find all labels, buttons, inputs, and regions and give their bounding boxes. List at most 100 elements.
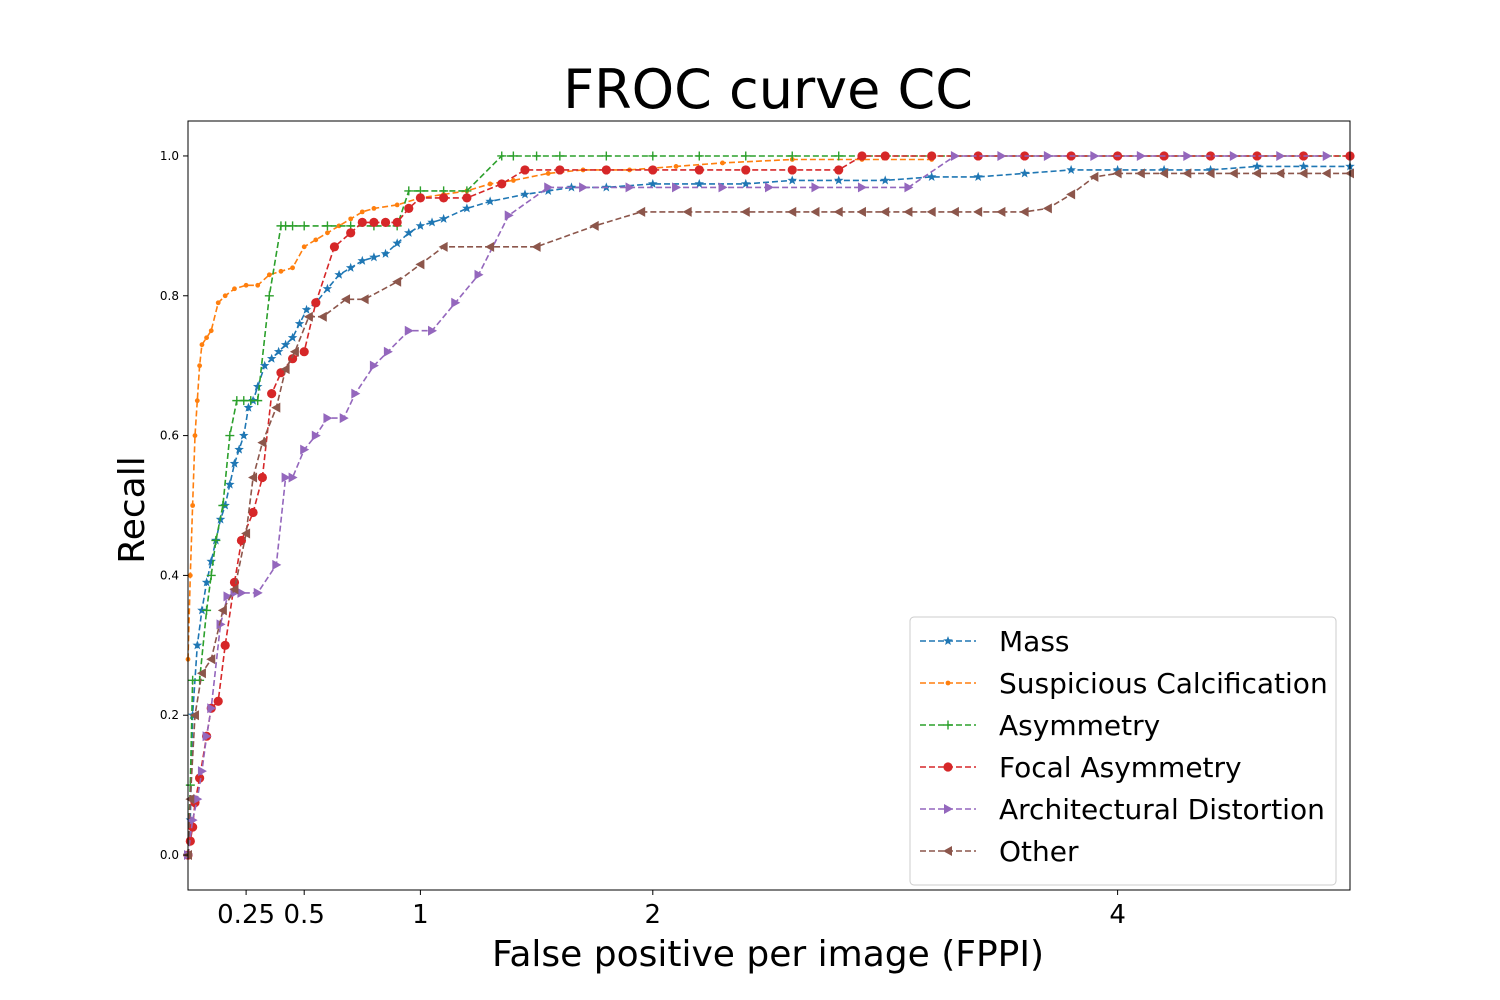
data-point-asymmetry [322, 221, 332, 231]
data-point-architectural-distortion [193, 794, 203, 805]
data-point-architectural-distortion [1136, 150, 1146, 161]
data-point-architectural-distortion [474, 269, 484, 280]
data-point-asymmetry [299, 221, 309, 231]
chart-title: FROC curve CC [563, 58, 973, 121]
data-point-architectural-distortion [351, 388, 361, 399]
data-point-focal-asymmetry [927, 151, 937, 161]
series-focal-asymmetry [183, 151, 1355, 860]
data-point-mass [880, 175, 890, 185]
data-point-other [485, 241, 495, 252]
data-point-architectural-distortion [197, 766, 207, 777]
data-point-focal-asymmetry [311, 298, 321, 308]
legend-entry-asymmetry: Asymmetry [920, 709, 1160, 742]
data-point-other [1112, 168, 1122, 179]
data-point-mass [380, 248, 391, 258]
data-point-focal-asymmetry [369, 217, 379, 227]
data-point-architectural-distortion [369, 360, 379, 371]
data-point-suspicious-calcification [222, 293, 228, 299]
data-point-mass [438, 213, 449, 223]
data-point-architectural-distortion [404, 325, 414, 336]
data-point-mass [415, 220, 426, 230]
data-point-mass [427, 217, 437, 227]
data-point-architectural-distortion [207, 703, 217, 714]
legend-marker [943, 846, 952, 856]
x-axis-label: False positive per image (FPPI) [492, 934, 1044, 975]
data-point-asymmetry [218, 501, 228, 510]
data-point-asymmetry [497, 151, 507, 161]
data-point-mass [294, 318, 305, 328]
legend-marker [943, 636, 953, 645]
data-point-focal-asymmetry [694, 165, 704, 175]
series-suspicious-calcification [185, 157, 935, 662]
data-point-mass [369, 252, 379, 262]
data-point-mass [229, 458, 240, 468]
y-tick-label: 0.0 [160, 848, 179, 862]
data-point-architectural-distortion [288, 472, 298, 483]
data-point-other [289, 346, 299, 357]
data-point-suspicious-calcification [371, 205, 377, 211]
legend-marker [944, 804, 953, 814]
data-point-architectural-distortion [950, 150, 960, 161]
data-point-other [1205, 168, 1215, 179]
data-point-suspicious-calcification [325, 230, 330, 236]
data-point-focal-asymmetry [1205, 151, 1216, 161]
data-point-mass [322, 283, 333, 293]
data-point-focal-asymmetry [741, 165, 751, 175]
data-point-focal-asymmetry [601, 165, 611, 175]
data-point-mass [543, 185, 553, 195]
data-point-other [1228, 168, 1238, 179]
data-point-other [241, 528, 251, 539]
series-mass [183, 161, 1355, 860]
x-axis-ticks: 0.25 0.5 1 2 4 [217, 890, 1126, 930]
data-point-asymmetry [555, 151, 565, 161]
data-point-asymmetry [288, 221, 298, 231]
data-point-other [903, 206, 913, 217]
data-point-architectural-distortion [428, 325, 438, 336]
data-point-focal-asymmetry [220, 640, 230, 650]
x-tick-label: 1 [412, 900, 429, 930]
legend-marker [943, 720, 953, 730]
data-point-other [257, 437, 267, 448]
data-point-mass [973, 171, 983, 181]
data-point-architectural-distortion [202, 731, 212, 742]
data-point-focal-asymmetry [439, 193, 449, 203]
data-point-other [810, 206, 820, 217]
data-point-mass [485, 196, 495, 206]
data-point-architectural-distortion [253, 587, 263, 598]
data-point-other [1298, 168, 1308, 179]
data-point-suspicious-calcification [266, 272, 272, 278]
data-point-focal-asymmetry [257, 472, 267, 483]
x-tick-label: 0.5 [284, 900, 325, 930]
y-tick-label: 0.4 [160, 568, 179, 582]
data-point-other [438, 241, 448, 252]
y-tick-label: 0.8 [160, 289, 179, 303]
data-point-architectural-distortion [188, 815, 198, 826]
data-point-focal-asymmetry [497, 179, 507, 189]
data-point-other [787, 206, 797, 217]
data-point-mass [253, 381, 263, 391]
data-point-focal-asymmetry [236, 535, 247, 546]
data-point-focal-asymmetry [188, 822, 198, 832]
legend-label: Mass [999, 625, 1070, 658]
data-point-other [949, 206, 959, 217]
data-point-focal-asymmetry [1252, 151, 1262, 161]
data-point-suspicious-calcification [199, 342, 205, 348]
data-point-other [248, 472, 258, 483]
data-point-asymmetry [694, 151, 704, 161]
data-point-mass [741, 178, 751, 188]
data-point-other [973, 206, 983, 217]
data-point-mass [234, 444, 244, 454]
data-point-other [740, 206, 750, 217]
data-point-mass [834, 175, 844, 185]
data-point-architectural-distortion [504, 210, 514, 221]
data-point-suspicious-calcification [208, 328, 214, 334]
x-tick-label: 0.25 [217, 900, 275, 930]
data-point-suspicious-calcification [197, 363, 203, 369]
data-point-suspicious-calcification [215, 300, 221, 306]
data-point-suspicious-calcification [232, 286, 237, 292]
data-point-suspicious-calcification [720, 160, 725, 166]
data-point-other [1066, 189, 1076, 200]
legend-entry-mass: Mass [920, 625, 1070, 658]
data-point-asymmetry [264, 291, 274, 301]
